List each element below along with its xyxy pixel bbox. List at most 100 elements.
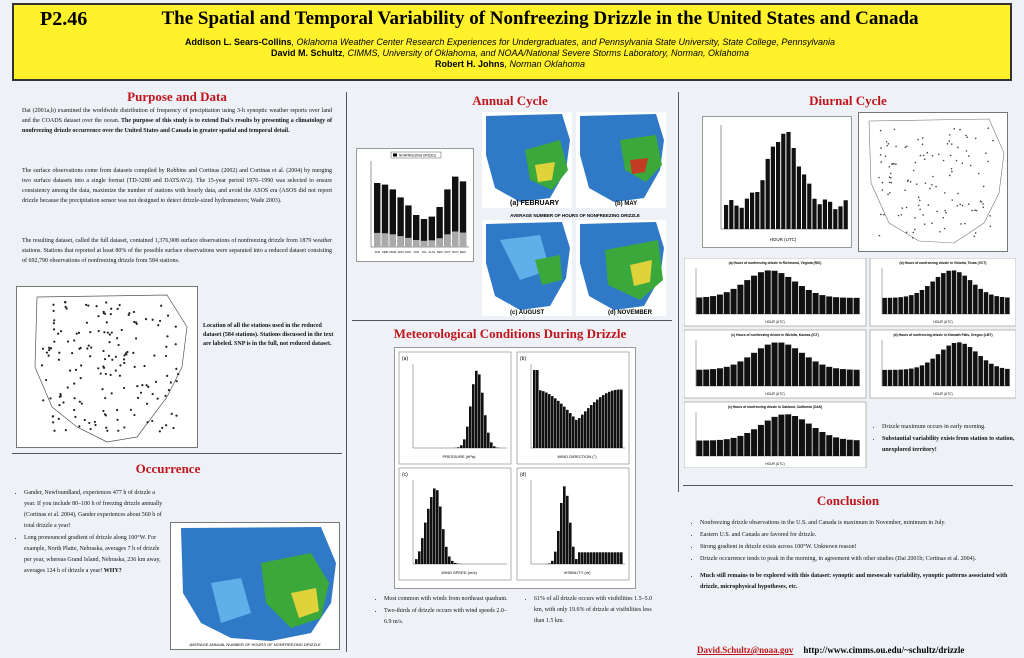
histogram-bar [614, 389, 617, 448]
station-dot [48, 346, 51, 349]
histogram-bar [617, 552, 620, 564]
station-hour-bar [819, 364, 826, 386]
station-dot [935, 185, 937, 188]
histogram-bar [611, 552, 614, 564]
histogram-bar [563, 406, 566, 448]
station-dot [116, 337, 119, 340]
histogram-bar [557, 400, 560, 448]
station-dot [945, 212, 947, 214]
histogram-bar [605, 393, 608, 448]
station-hour-bar [846, 439, 853, 456]
histogram-bar [424, 522, 427, 564]
station-hour-bar [798, 419, 805, 456]
station-dot [40, 364, 44, 367]
station-dot [932, 175, 934, 178]
seasonal-maps-panel: (a) FEBRUARY (b) MAY AVERAGE NUMBER OF H… [480, 110, 670, 320]
annual-drizzle-map: AVERAGE ANNUAL NUMBER OF HOURS OF NONFRE… [170, 522, 340, 650]
station-dot [124, 352, 127, 355]
station-dot [979, 200, 982, 203]
histogram-bar [551, 396, 554, 448]
station-dot [139, 391, 143, 394]
station-dot [116, 307, 119, 310]
month-bar-light [413, 239, 420, 247]
station-hour-bar [887, 369, 893, 386]
station-dot [921, 137, 924, 139]
station-dot [110, 392, 113, 395]
station-hour-bar [812, 292, 819, 314]
month-tick: MAY [405, 250, 411, 254]
station-dot [890, 181, 893, 184]
diurnal-bullets: Drizzle maximum occurs in early morning.… [872, 422, 1017, 457]
station-hour-bar [764, 344, 771, 386]
station-chart-title: (c) Hours of nonfreezing drizzle in Oakl… [728, 405, 823, 409]
station-dot [987, 160, 989, 163]
station-dot [961, 204, 964, 207]
station-chart-xlabel: HOUR (UTC) [765, 392, 785, 396]
station-dot [881, 189, 884, 191]
station-dot [122, 358, 126, 361]
station-dot [105, 301, 108, 304]
diurnal-bar [776, 142, 781, 229]
month-bar [413, 215, 420, 247]
histogram-xlabel: WIND SPEED (m/s) [441, 570, 477, 575]
station-dot [929, 187, 931, 190]
station-dot [889, 172, 892, 175]
histogram-bar [620, 552, 623, 564]
station-dot [955, 159, 958, 162]
station-dot [102, 312, 105, 315]
station-dot [951, 170, 953, 173]
conclusion-bullet-bold: Much still remains to be explored with t… [700, 571, 1010, 593]
histogram-bar [602, 552, 605, 564]
station-dot [900, 213, 903, 216]
station-chart-title: (c) Hours of nonfreezing drizzle in Wich… [731, 333, 819, 337]
station-dot [106, 429, 109, 432]
header-banner [12, 3, 1012, 81]
histogram-bar [554, 398, 557, 448]
station-dot [931, 222, 933, 225]
station-chart-xlabel: HOUR (UTC) [933, 320, 953, 324]
station-dot [79, 346, 82, 349]
station-hour-bar [973, 284, 978, 314]
station-hour-bar [914, 367, 919, 386]
month-tick: JUN [413, 250, 419, 254]
station-dot [946, 142, 949, 145]
station-dot [889, 192, 891, 194]
station-hour-bar [994, 366, 999, 386]
station-hour-bar [764, 270, 771, 314]
station-hour-bar [737, 284, 744, 314]
histogram-bar [572, 416, 575, 448]
histogram-bar [548, 563, 551, 564]
station-hour-bar [785, 414, 792, 456]
histogram-bar [560, 403, 563, 448]
month-tick: DEC [460, 250, 467, 254]
website-url[interactable]: http://www.cimms.ou.edu/~schultz/drizzle [803, 645, 965, 655]
histogram-bar [418, 551, 421, 564]
station-dot [101, 388, 104, 391]
histogram-bar [587, 408, 590, 448]
station-chart-xlabel: HOUR (UTC) [765, 320, 785, 324]
station-dot [87, 304, 90, 307]
station-dot [912, 237, 914, 239]
histogram-bar [587, 552, 590, 564]
station-dot [174, 325, 177, 328]
station-dot [174, 343, 177, 346]
station-dot [917, 204, 920, 207]
station-dot [893, 128, 896, 131]
diurnal-bar [802, 174, 807, 229]
diurnal-bar [734, 205, 739, 229]
histogram-bar [445, 546, 448, 564]
divider-meteo [352, 320, 672, 321]
station-hour-bar [978, 356, 983, 386]
station-hour-bar [925, 286, 930, 314]
station-dot [116, 418, 119, 421]
poster-title: The Spatial and Temporal Variability of … [161, 8, 919, 29]
histogram-bar [472, 384, 475, 448]
station-dot [145, 384, 148, 387]
station-hour-bar [903, 369, 909, 386]
histogram-bar [542, 391, 545, 448]
station-hour-bar [812, 427, 819, 456]
email-link[interactable]: David.Schultz@noaa.gov [697, 645, 794, 655]
station-hour-bar [909, 368, 914, 386]
station-dot [887, 193, 889, 196]
station-dot [109, 373, 112, 377]
